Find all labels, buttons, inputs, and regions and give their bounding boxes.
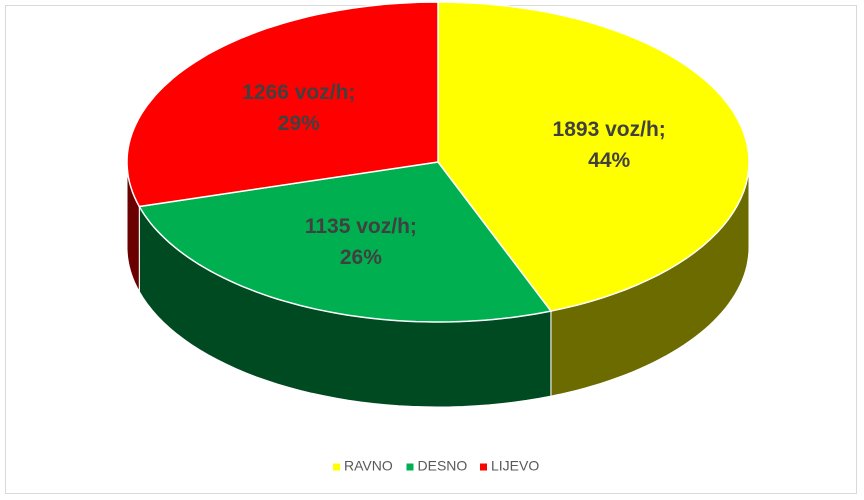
slice — [437, 1, 750, 312]
slice — [126, 1, 439, 208]
legend-label: RAVNO — [344, 458, 393, 474]
slice — [138, 161, 553, 323]
data-label: 1893 voz/h; 44% — [552, 118, 666, 173]
legend-label: LIJEVO — [491, 458, 539, 474]
legend-marker — [480, 463, 487, 471]
legend-label: DESNO — [418, 458, 468, 474]
legend-marker — [406, 463, 414, 471]
data-label: 1266 voz/h; 29% — [242, 81, 356, 136]
legend-marker — [333, 463, 340, 471]
data-label: 1135 voz/h; 26% — [304, 215, 417, 270]
